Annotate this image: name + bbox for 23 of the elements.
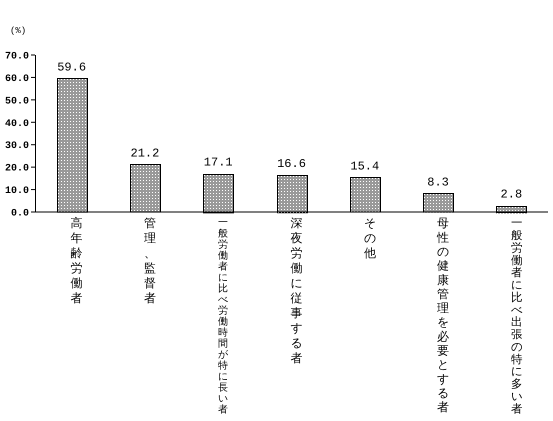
category-label: 一般労働者に比べ労働時間が特に長い者 — [218, 218, 228, 416]
y-tick-label: 50.0 — [4, 96, 29, 108]
y-tick-label: 10.0 — [4, 186, 29, 198]
data-label: 8.3 — [427, 175, 449, 190]
y-tick-label: 30.0 — [4, 141, 29, 152]
data-label: 2.8 — [500, 188, 522, 202]
data-label: 15.4 — [350, 159, 380, 174]
data-label: 17.1 — [204, 156, 233, 170]
y-tick-label: 70.0 — [4, 52, 29, 62]
x-tick-label: 管理、監督者 — [144, 216, 156, 306]
category-label: 母性の健康管理を必要とする者 — [437, 216, 450, 414]
category-label: 深夜労働に従事する者 — [290, 216, 302, 366]
data-label: 21.2 — [130, 146, 160, 160]
data-label: 16.6 — [277, 156, 306, 171]
y-axis-title: (%) — [10, 26, 26, 36]
y-tick-label: 60.0 — [4, 74, 29, 85]
y-tick-label: 20.0 — [4, 164, 29, 175]
x-tick-label: その他 — [364, 216, 376, 260]
x-tick-label: 高年齢労働者 — [70, 216, 83, 306]
y-tick-label: 0.0 — [10, 208, 29, 220]
y-tick-label: 40.0 — [4, 118, 29, 130]
category-label: 一般労働者に比べ出張の特に多い者 — [510, 216, 522, 416]
data-label: 59.6 — [57, 60, 86, 74]
